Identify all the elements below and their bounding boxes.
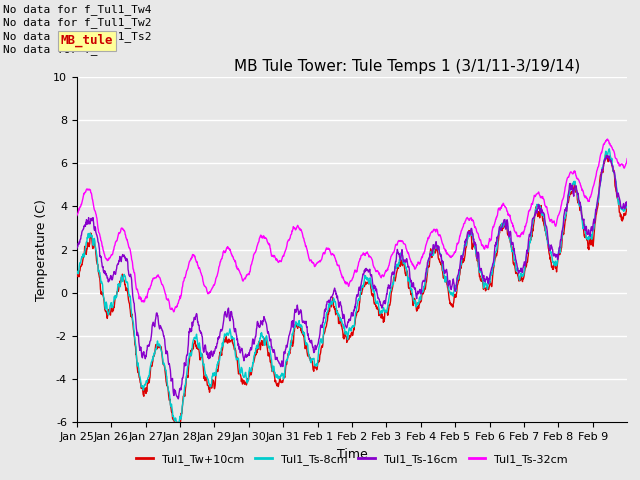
Title: MB Tule Tower: Tule Temps 1 (3/1/11-3/19/14): MB Tule Tower: Tule Temps 1 (3/1/11-3/19…	[234, 59, 580, 74]
Text: No data for f_Tul1_Ts2: No data for f_Tul1_Ts2	[3, 31, 152, 42]
Y-axis label: Temperature (C): Temperature (C)	[35, 199, 47, 300]
Legend: Tul1_Tw+10cm, Tul1_Ts-8cm, Tul1_Ts-16cm, Tul1_Ts-32cm: Tul1_Tw+10cm, Tul1_Ts-8cm, Tul1_Ts-16cm,…	[132, 450, 572, 469]
Text: No data for f_: No data for f_	[3, 44, 98, 55]
Text: MB_tule: MB_tule	[61, 34, 113, 48]
X-axis label: Time: Time	[337, 448, 367, 461]
Text: No data for f_Tul1_Tw2: No data for f_Tul1_Tw2	[3, 17, 152, 28]
Text: No data for f_Tul1_Tw4: No data for f_Tul1_Tw4	[3, 4, 152, 15]
